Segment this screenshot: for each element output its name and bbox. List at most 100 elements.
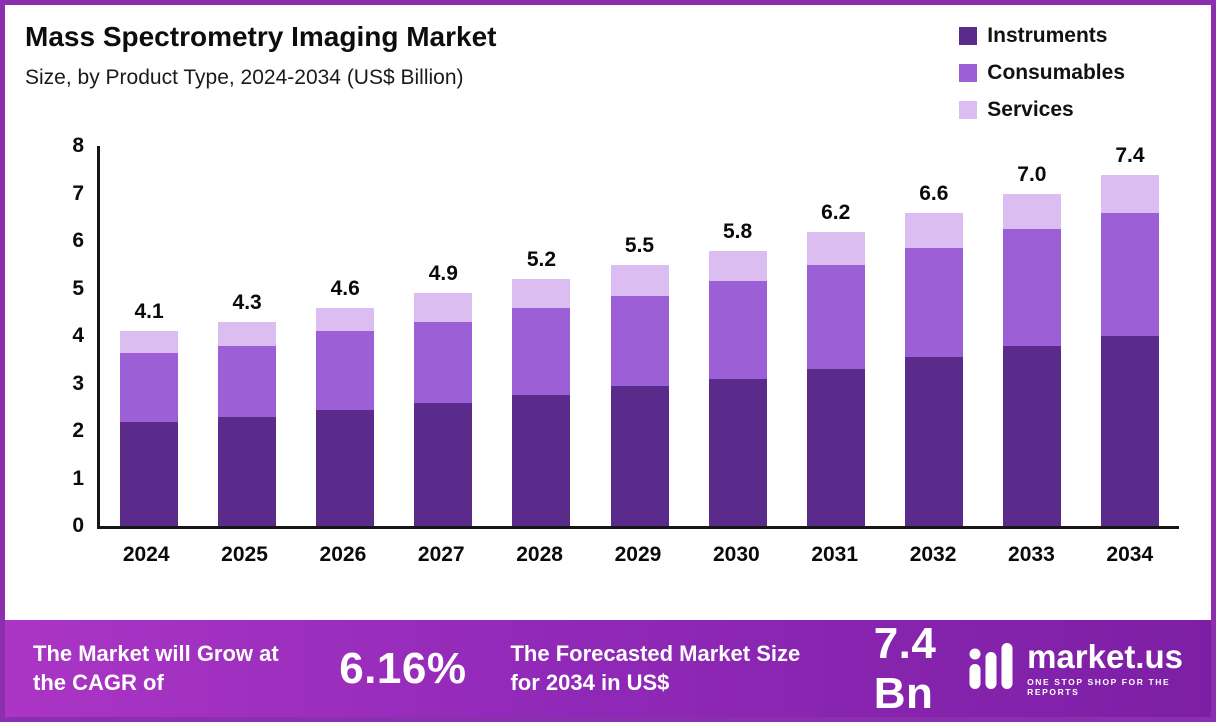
brand-name: market.us xyxy=(1027,638,1183,675)
title-block: Mass Spectrometry Imaging Market Size, b… xyxy=(25,21,497,122)
stacked-bar-2033 xyxy=(1002,193,1061,526)
bar-total-label: 4.1 xyxy=(134,300,164,324)
bar-segment-consumables xyxy=(414,321,473,403)
cagr-value: 6.16% xyxy=(339,643,467,693)
bar-total-label: 4.3 xyxy=(232,290,262,314)
bar-segment-instruments xyxy=(1100,336,1159,526)
legend-swatch xyxy=(959,64,978,82)
bar-segment-consumables xyxy=(806,264,865,370)
bottom-banner: The Market will Grow at the CAGR of 6.16… xyxy=(5,619,1211,717)
legend-swatch xyxy=(959,101,978,119)
x-axis-label: 2031 xyxy=(811,543,859,566)
bar-slot-2027: 4.9 xyxy=(394,146,492,526)
bar-segment-services xyxy=(610,264,669,296)
bar-segment-instruments xyxy=(120,421,179,526)
bar-total-label: 7.0 xyxy=(1017,162,1047,186)
x-axis-label: 2033 xyxy=(1008,543,1055,566)
header: Mass Spectrometry Imaging Market Size, b… xyxy=(5,5,1211,122)
bar-segment-services xyxy=(218,321,277,346)
y-axis: 0 1 2 3 4 5 6 7 8 xyxy=(38,134,84,537)
x-axis-label: 2028 xyxy=(516,543,563,566)
x-axis-label: 2024 xyxy=(122,543,170,566)
bar-segment-instruments xyxy=(414,402,473,526)
bar-slot-2031: 6.2 xyxy=(787,146,885,526)
y-axis-label: 4 xyxy=(72,324,84,347)
page-title: Mass Spectrometry Imaging Market xyxy=(25,21,497,52)
bar-segment-consumables xyxy=(904,248,963,358)
legend-label: Instruments xyxy=(987,24,1108,47)
bar-slot-2025: 4.3 xyxy=(198,146,296,526)
legend-label: Consumables xyxy=(987,61,1125,84)
bar-segment-consumables xyxy=(316,331,375,410)
bar-segment-instruments xyxy=(904,357,963,526)
x-axis-label: 2030 xyxy=(712,543,760,566)
legend-label: Services xyxy=(987,98,1074,121)
y-axis-label: 3 xyxy=(72,371,84,395)
stacked-bar-2028 xyxy=(512,279,571,526)
bar-segment-instruments xyxy=(806,369,865,526)
brand-logo: market.us ONE STOP SHOP FOR THE REPORTS xyxy=(969,640,1183,697)
bar-segment-services xyxy=(708,250,767,282)
bar-segment-instruments xyxy=(1002,345,1061,526)
x-axis-label: 2026 xyxy=(319,543,367,566)
y-axis-label: 8 xyxy=(72,134,84,157)
bar-slot-2033: 7.0 xyxy=(983,146,1081,526)
bar-segment-consumables xyxy=(512,307,571,396)
bar-segment-services xyxy=(806,231,865,265)
stacked-bar-2034 xyxy=(1100,174,1159,526)
bar-segment-instruments xyxy=(218,416,277,526)
stacked-bar-2027 xyxy=(414,293,473,526)
bar-slot-2028: 5.2 xyxy=(492,146,590,526)
bar-slot-2032: 6.6 xyxy=(885,146,983,526)
x-axis-label: 2029 xyxy=(614,543,662,566)
cagr-label: The Market will Grow at the CAGR of xyxy=(33,640,279,695)
forecast-label: The Forecasted Market Size for 2034 in U… xyxy=(510,640,801,695)
y-axis-label: 6 xyxy=(72,229,84,252)
bar-segment-instruments xyxy=(610,385,669,526)
bar-segment-instruments xyxy=(708,378,767,526)
bar-total-label: 6.2 xyxy=(821,200,851,224)
bar-segment-consumables xyxy=(1002,229,1061,346)
bar-slot-2024: 4.1 xyxy=(100,146,198,526)
x-axis-label: 2027 xyxy=(417,543,465,566)
x-axis-label: 2034 xyxy=(1106,543,1154,566)
chart-legend: Instruments Consumables Services xyxy=(959,21,1185,122)
bar-segment-services xyxy=(512,279,571,308)
bar-total-label: 5.5 xyxy=(624,233,655,257)
stacked-bar-2026 xyxy=(316,307,375,526)
bar-segment-services xyxy=(1100,174,1159,213)
bar-slot-2034: 7.4 xyxy=(1081,143,1179,526)
bar-slot-2030: 5.8 xyxy=(689,146,787,526)
bar-segment-services xyxy=(904,212,963,249)
bar-total-label: 7.4 xyxy=(1115,143,1145,167)
bar-segment-services xyxy=(316,307,375,332)
stacked-bar-2032 xyxy=(904,212,963,526)
chart-block: 0 1 2 3 4 5 6 7 8 4.1 4.3 4.6 4.9 5.2 5.5 5.8 6.2 6.6 7.0… xyxy=(5,134,1211,567)
y-axis-label: 0 xyxy=(72,514,84,537)
page-subtitle: Size, by Product Type, 2024-2034 (US$ Bi… xyxy=(25,66,464,89)
bar-segment-consumables xyxy=(218,345,277,417)
bar-total-label: 4.9 xyxy=(428,262,458,286)
bar-total-label: 4.6 xyxy=(330,276,360,300)
x-axis-label: 2025 xyxy=(221,543,268,566)
marketus-logo-icon xyxy=(969,643,1015,694)
bar-slot-2029: 5.5 xyxy=(590,146,688,526)
bar-segment-instruments xyxy=(512,395,571,526)
bar-segment-instruments xyxy=(316,409,375,526)
legend-item-consumables: Consumables xyxy=(959,61,1125,85)
x-axis-label: 2032 xyxy=(909,543,957,566)
y-axis-label: 5 xyxy=(72,276,84,300)
bar-slot-2026: 4.6 xyxy=(296,146,394,526)
legend-item-instruments: Instruments xyxy=(959,24,1125,48)
bar-total-label: 5.2 xyxy=(526,248,557,271)
y-axis-label: 2 xyxy=(72,419,84,442)
legend-swatch xyxy=(959,27,978,45)
legend-item-services: Services xyxy=(959,98,1125,122)
bar-segment-services xyxy=(120,331,179,353)
bar-segment-services xyxy=(1002,193,1061,230)
plot-area: 0 1 2 3 4 5 6 7 8 4.1 4.3 4.6 4.9 5.2 5.5 5.8 6.2 6.6 7.0… xyxy=(72,134,1179,537)
stacked-bar-2024 xyxy=(120,331,179,526)
stacked-bar-2025 xyxy=(218,321,277,526)
stacked-bar-2029 xyxy=(610,264,669,526)
